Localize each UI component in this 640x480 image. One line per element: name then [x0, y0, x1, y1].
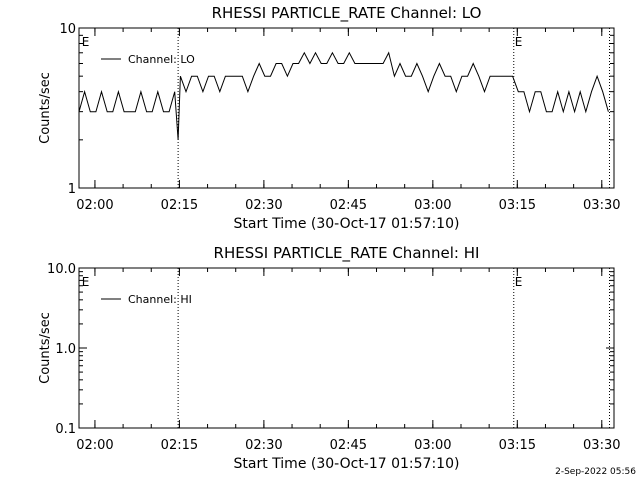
series-line — [78, 51, 609, 140]
y-tick-label: 1 — [68, 182, 76, 197]
chart-title: RHESSI PARTICLE_RATE Channel: HI — [214, 244, 480, 263]
y-tick-label: 1.0 — [55, 342, 76, 357]
x-tick-label: 03:15 — [499, 198, 536, 213]
x-tick-label: 02:15 — [161, 198, 198, 213]
legend-entry: Channel: HI — [128, 293, 192, 306]
y-tick-label: 0.1 — [55, 422, 76, 437]
x-tick-label: 03:00 — [414, 198, 451, 213]
x-tick-label: 02:30 — [245, 198, 282, 213]
x-axis-label: Start Time (30-Oct-17 01:57:10) — [234, 216, 460, 232]
x-tick-label: 03:15 — [499, 438, 536, 453]
y-tick-label: 10.0 — [47, 262, 76, 277]
x-tick-label: 03:30 — [583, 198, 620, 213]
legend: Channel: LO — [101, 53, 195, 66]
x-tick-label: 02:30 — [245, 438, 282, 453]
x-tick-label: 03:00 — [414, 438, 451, 453]
x-tick-label: 02:45 — [330, 438, 367, 453]
legend: Channel: HI — [101, 293, 192, 306]
event-marker-label: E — [515, 275, 523, 289]
event-marker-label: E — [82, 35, 90, 49]
plot-frame — [78, 267, 615, 429]
plot-frame — [78, 27, 615, 189]
x-tick-label: 03:30 — [583, 438, 620, 453]
panel-lo: RHESSI PARTICLE_RATE Channel: LO 02:00 02:… — [38, 4, 621, 232]
y-axis-label: Counts/sec — [38, 72, 53, 144]
y-tick-label: 10 — [59, 22, 76, 37]
y-axis-label: Counts/sec — [38, 312, 53, 384]
x-tick-label: 02:45 — [330, 198, 367, 213]
x-tick-label: 02:00 — [76, 438, 113, 453]
event-marker-label: E — [82, 275, 90, 289]
x-tick-label: 02:15 — [161, 438, 198, 453]
x-tick-label: 02:00 — [76, 198, 113, 213]
x-axis-label: Start Time (30-Oct-17 01:57:10) — [234, 456, 460, 472]
panel-hi: RHESSI PARTICLE_RATE Channel: HI 02:00 02:… — [38, 244, 621, 472]
legend-entry: Channel: LO — [128, 53, 195, 66]
chart-title: RHESSI PARTICLE_RATE Channel: LO — [212, 4, 482, 23]
event-marker-label: E — [515, 35, 523, 49]
footer-timestamp: 2-Sep-2022 05:56 — [555, 467, 636, 477]
